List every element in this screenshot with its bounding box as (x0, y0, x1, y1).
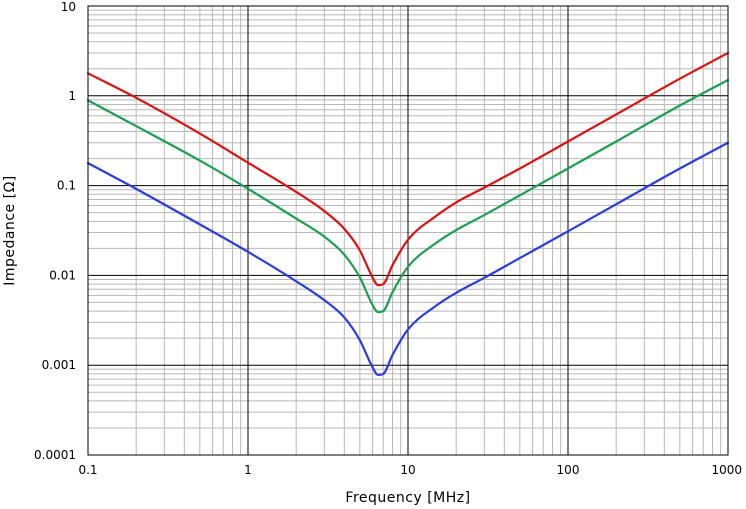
series-line-green (86, 78, 730, 314)
y-tick-label: 1 (68, 89, 76, 103)
plot-frame (87, 5, 729, 456)
x-tick-label: 100 (557, 463, 580, 477)
series-layer (86, 51, 730, 376)
y-axis-label: Impedance [Ω] (2, 175, 18, 286)
y-tick-label: 0.1 (57, 179, 76, 193)
y-tick-label: 0.01 (49, 268, 76, 282)
y-tick-label: 10 (61, 0, 76, 14)
series-line-blue (86, 141, 730, 376)
y-tick-label: 0.001 (42, 358, 76, 372)
x-tick-label: 0.1 (78, 463, 97, 477)
series-line-red (86, 51, 730, 287)
minor-grid (88, 6, 728, 455)
x-axis-label: Frequency [MHz] (345, 490, 470, 506)
x-tick-label: 1 (244, 463, 252, 477)
y-tick-labels: 0.0001 0.001 0.01 0.1 1 10 (34, 0, 76, 462)
x-tick-labels: 0.1 1 10 100 1000 (78, 463, 742, 477)
y-tick-label: 0.0001 (34, 448, 76, 462)
x-tick-label: 10 (400, 463, 415, 477)
x-tick-label: 1000 (711, 463, 742, 477)
